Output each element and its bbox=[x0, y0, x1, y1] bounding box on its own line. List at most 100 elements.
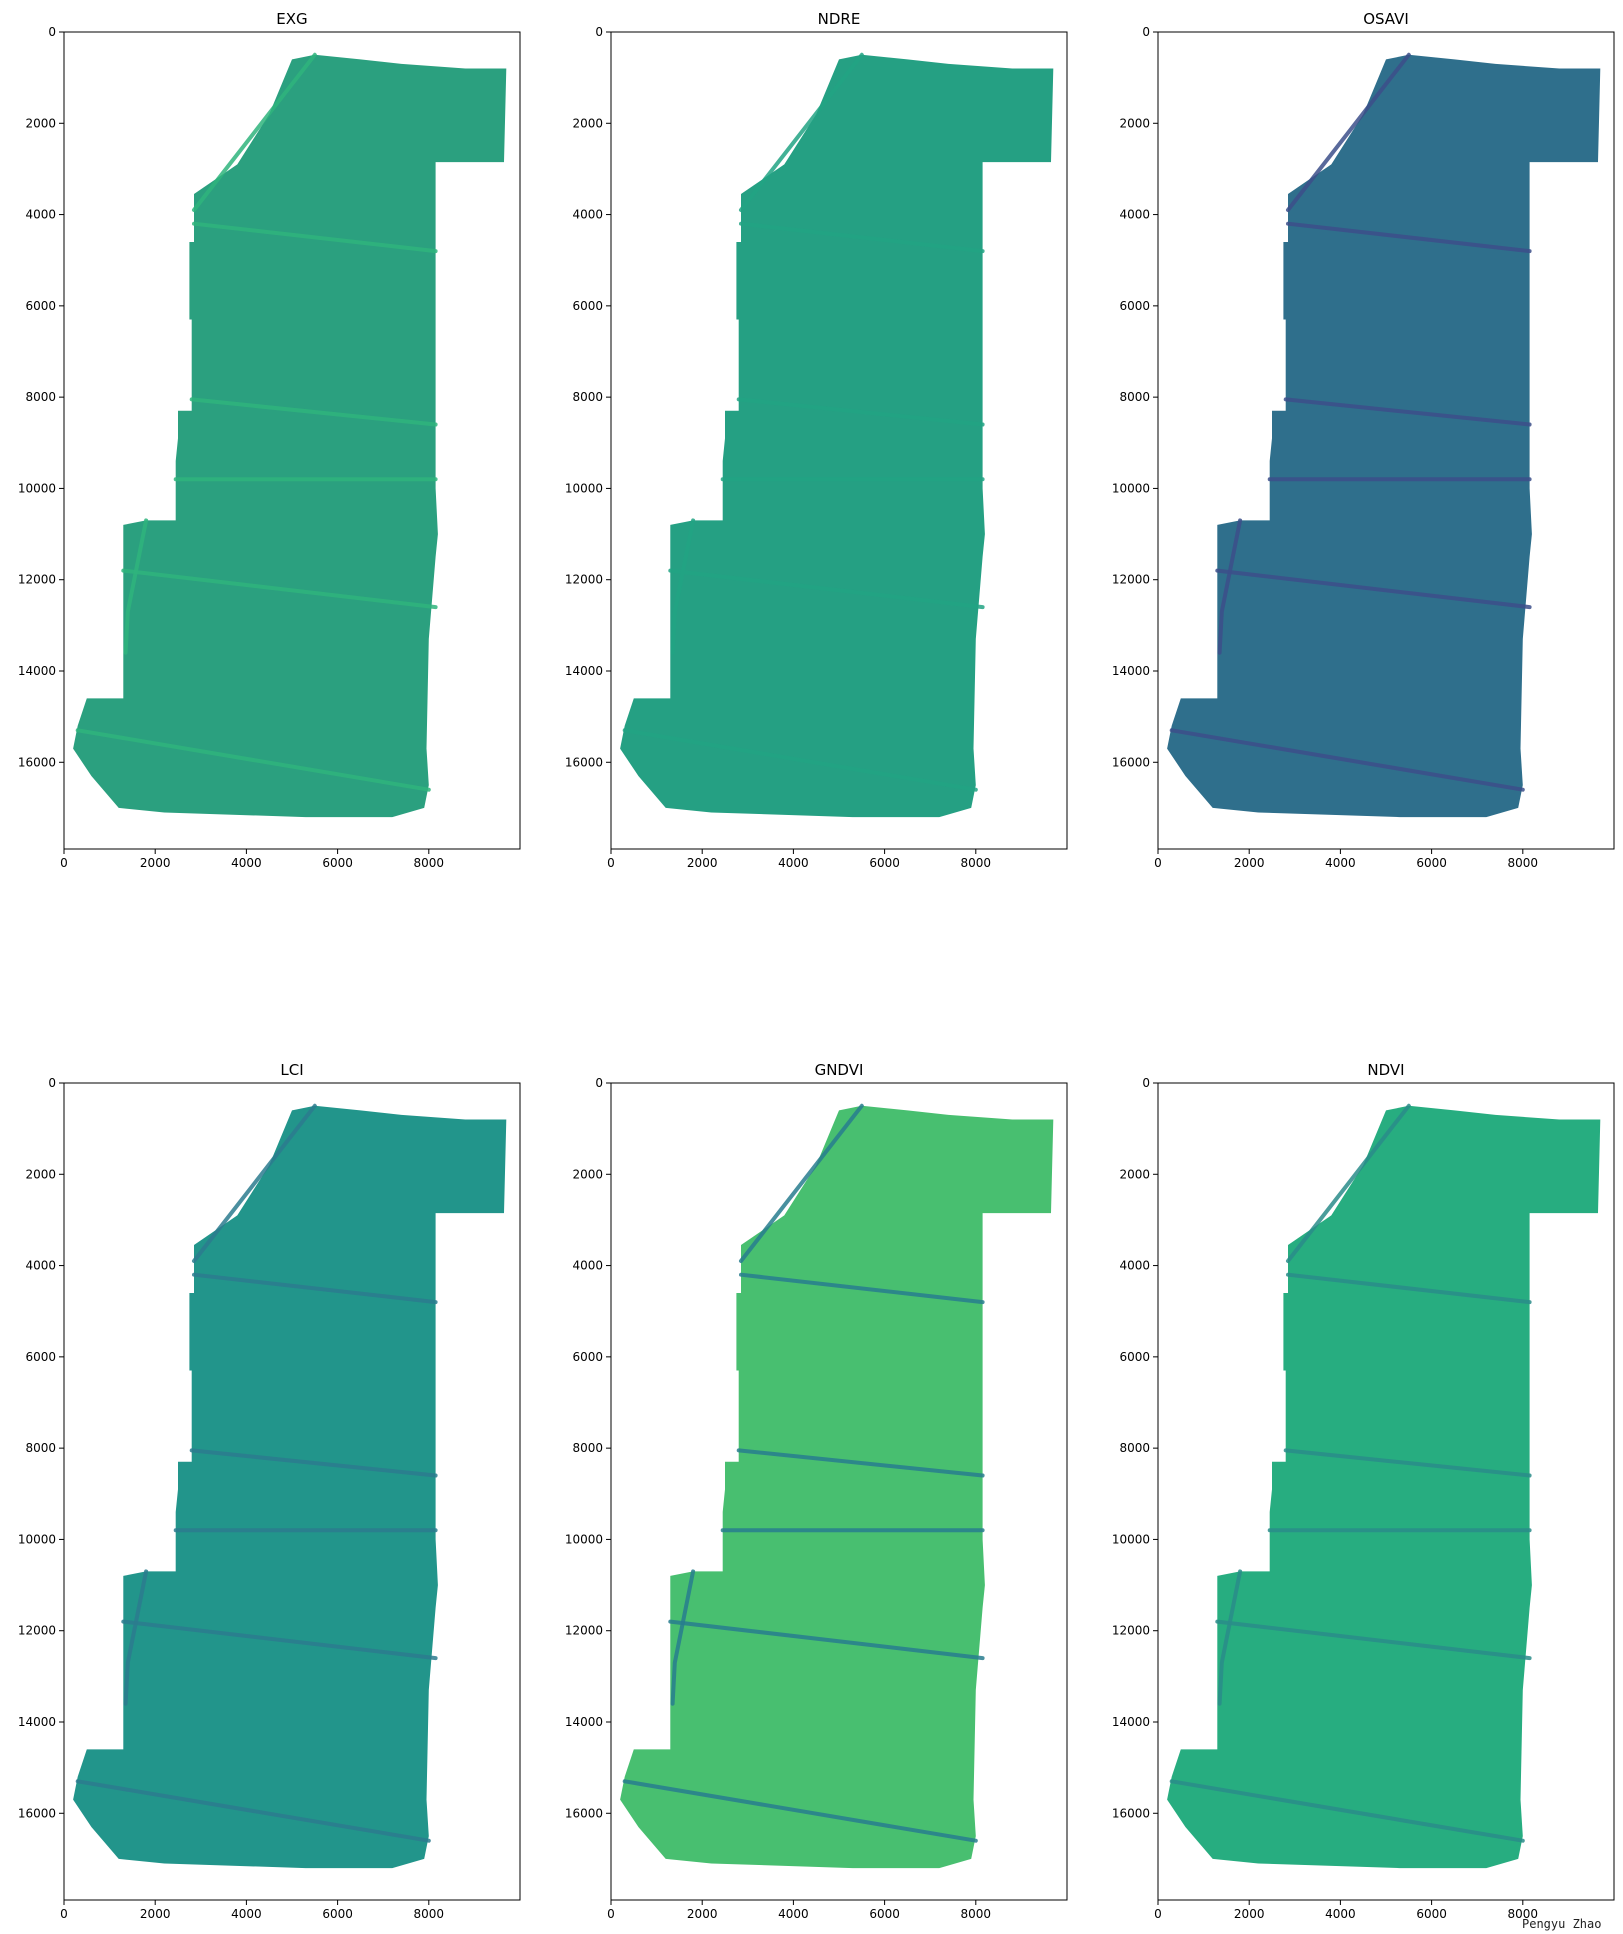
y-tick-label: 10000 bbox=[565, 481, 603, 495]
y-tick-label: 14000 bbox=[1112, 664, 1150, 678]
y-tick-label: 16000 bbox=[565, 755, 603, 769]
x-tick-label: 0 bbox=[60, 1907, 68, 1921]
x-tick-label: 6000 bbox=[1416, 1907, 1447, 1921]
field-road bbox=[123, 1569, 149, 1706]
y-tick-label: 12000 bbox=[1112, 573, 1150, 587]
x-tick-label: 8000 bbox=[414, 856, 445, 870]
y-tick-label: 8000 bbox=[572, 390, 603, 404]
field-road bbox=[668, 568, 985, 610]
field-road bbox=[668, 1619, 985, 1661]
x-tick-label: 8000 bbox=[1508, 1907, 1539, 1921]
y-tick-label: 4000 bbox=[572, 1259, 603, 1273]
x-tick-label: 8000 bbox=[961, 1907, 992, 1921]
x-tick-label: 4000 bbox=[778, 1907, 809, 1921]
field-raster bbox=[620, 1105, 1054, 1869]
field-road bbox=[192, 1272, 438, 1305]
panel-ndre: NDRE 0 2000 4000 6000 8000 0 2000 4000 6000 8000 10… bbox=[565, 10, 1068, 870]
y-tick-label: 2000 bbox=[25, 1167, 56, 1181]
axes-frame bbox=[63, 1082, 521, 1901]
x-tick-label: 6000 bbox=[1416, 856, 1447, 870]
panel-gndvi: GNDVI 0 2000 4000 6000 8000 0 2000 4000 6000 8000 1… bbox=[565, 1061, 1068, 1921]
y-tick-label: 12000 bbox=[1112, 1624, 1150, 1638]
y-tick-label: 10000 bbox=[1112, 1532, 1150, 1546]
field-road bbox=[622, 728, 978, 792]
field-road bbox=[670, 1569, 696, 1706]
y-tick-label: 0 bbox=[595, 25, 603, 39]
field-road bbox=[1286, 1272, 1532, 1305]
field-raster bbox=[73, 1105, 507, 1869]
x-tick-label: 0 bbox=[607, 1907, 615, 1921]
x-tick-label: 6000 bbox=[322, 856, 353, 870]
axes-frame bbox=[610, 1082, 1068, 1901]
panel-exg: EXG 0 2000 4000 6000 8000 0 2000 4000 6000 8000 100… bbox=[18, 10, 521, 870]
x-tick-label: 0 bbox=[607, 856, 615, 870]
y-tick-label: 12000 bbox=[565, 573, 603, 587]
y-tick-label: 16000 bbox=[565, 1806, 603, 1820]
field-raster bbox=[1167, 54, 1601, 818]
axes-frame bbox=[63, 31, 521, 850]
field-road bbox=[121, 568, 438, 610]
field-road bbox=[1215, 568, 1532, 610]
y-tick-label: 14000 bbox=[18, 1715, 56, 1729]
y-tick-label: 16000 bbox=[18, 755, 56, 769]
x-tick-label: 6000 bbox=[869, 856, 900, 870]
field-road bbox=[1283, 1448, 1532, 1478]
field-road bbox=[670, 518, 696, 655]
x-tick-label: 6000 bbox=[869, 1907, 900, 1921]
x-tick-label: 2000 bbox=[687, 856, 718, 870]
y-tick-label: 0 bbox=[595, 1076, 603, 1090]
field-road bbox=[121, 1619, 438, 1661]
axes-frame bbox=[1157, 31, 1615, 850]
field-road bbox=[1169, 1779, 1525, 1843]
x-tick-label: 0 bbox=[60, 856, 68, 870]
panel-title: GNDVI bbox=[815, 1061, 864, 1079]
field-road bbox=[739, 221, 985, 254]
panel-title: EXG bbox=[276, 10, 307, 28]
field-road bbox=[1286, 1103, 1411, 1263]
field-road bbox=[1215, 1619, 1532, 1661]
y-tick-label: 14000 bbox=[565, 664, 603, 678]
field-road bbox=[1286, 221, 1532, 254]
panel-title: NDVI bbox=[1367, 1061, 1404, 1079]
y-tick-label: 2000 bbox=[25, 116, 56, 130]
panel-title: OSAVI bbox=[1363, 10, 1409, 28]
y-tick-label: 4000 bbox=[25, 208, 56, 222]
field-road bbox=[123, 518, 149, 655]
field-raster bbox=[73, 54, 507, 818]
x-tick-label: 0 bbox=[1154, 856, 1162, 870]
x-tick-label: 4000 bbox=[1325, 856, 1356, 870]
x-tick-label: 2000 bbox=[1234, 856, 1265, 870]
x-tick-label: 4000 bbox=[778, 856, 809, 870]
y-tick-label: 6000 bbox=[1119, 1350, 1150, 1364]
y-tick-label: 2000 bbox=[572, 1167, 603, 1181]
y-tick-label: 12000 bbox=[18, 1624, 56, 1638]
field-raster bbox=[620, 54, 1054, 818]
field-road bbox=[1169, 728, 1525, 792]
y-tick-label: 6000 bbox=[572, 1350, 603, 1364]
y-tick-label: 8000 bbox=[1119, 1441, 1150, 1455]
y-tick-label: 10000 bbox=[18, 1532, 56, 1546]
y-tick-label: 8000 bbox=[25, 1441, 56, 1455]
x-tick-label: 8000 bbox=[414, 1907, 445, 1921]
y-tick-label: 16000 bbox=[18, 1806, 56, 1820]
axes-frame bbox=[610, 31, 1068, 850]
field-road bbox=[739, 1103, 864, 1263]
panel-lci: LCI 0 2000 4000 6000 8000 0 2000 4000 6000 8000 100… bbox=[18, 1061, 521, 1921]
y-tick-label: 0 bbox=[48, 25, 56, 39]
field-road bbox=[189, 397, 438, 427]
y-tick-label: 16000 bbox=[1112, 1806, 1150, 1820]
y-tick-label: 12000 bbox=[18, 573, 56, 587]
field-road bbox=[192, 1103, 317, 1263]
y-tick-label: 14000 bbox=[1112, 1715, 1150, 1729]
field-road bbox=[192, 221, 438, 254]
y-tick-label: 6000 bbox=[25, 1350, 56, 1364]
y-tick-label: 8000 bbox=[1119, 390, 1150, 404]
field-road bbox=[736, 1448, 985, 1478]
field-road bbox=[75, 728, 431, 792]
y-tick-label: 4000 bbox=[1119, 208, 1150, 222]
y-tick-label: 4000 bbox=[1119, 1259, 1150, 1273]
panel-title: LCI bbox=[280, 1061, 303, 1079]
x-tick-label: 2000 bbox=[687, 1907, 718, 1921]
x-tick-label: 8000 bbox=[1508, 856, 1539, 870]
